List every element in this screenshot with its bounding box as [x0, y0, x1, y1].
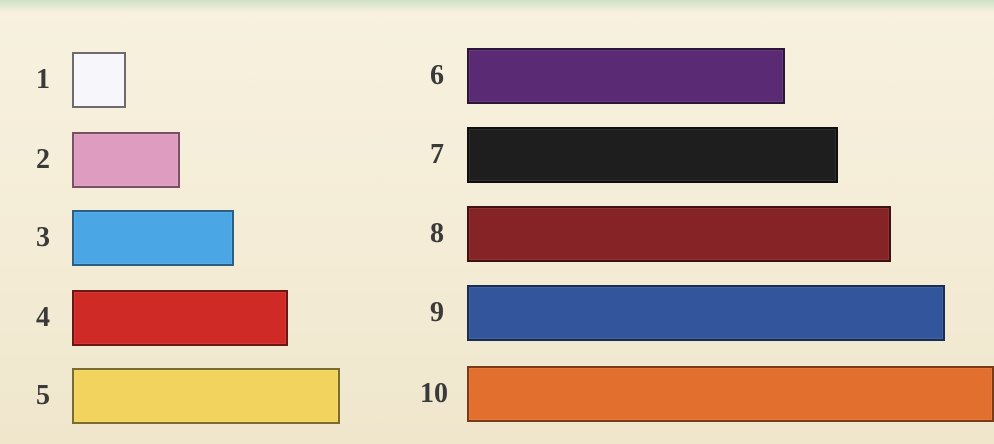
rod-label-6: 6	[430, 60, 444, 91]
rod-row-10: 10	[0, 366, 994, 422]
rod-label-3: 3	[36, 222, 50, 253]
rod-bar-1	[72, 52, 126, 108]
rod-label-1: 1	[36, 64, 50, 95]
rod-bar-4	[72, 290, 288, 346]
rod-bar-2	[72, 132, 180, 188]
rod-label-4: 4	[36, 302, 50, 333]
rod-label-5: 5	[36, 380, 50, 411]
rod-row-4: 4	[0, 290, 994, 346]
top-decorative-band	[0, 0, 994, 12]
rod-bar-5	[72, 368, 340, 424]
rod-label-2: 2	[36, 144, 50, 175]
rod-bar-8	[467, 206, 891, 262]
rod-label-7: 7	[430, 139, 444, 170]
rod-bar-10	[467, 366, 994, 422]
rod-bar-7	[467, 127, 838, 183]
rod-row-6: 6	[0, 48, 994, 104]
rod-label-10: 10	[420, 378, 448, 409]
rod-row-3: 3	[0, 210, 994, 266]
rod-row-7: 7	[0, 127, 994, 183]
rod-bar-6	[467, 48, 785, 104]
rod-row-8: 8	[0, 206, 994, 262]
rod-row-2: 2	[0, 132, 994, 188]
rod-label-8: 8	[430, 218, 444, 249]
rod-row-5: 5	[0, 368, 994, 424]
rod-row-1: 1	[0, 52, 994, 108]
rod-row-9: 9	[0, 285, 994, 341]
rod-label-9: 9	[430, 297, 444, 328]
rod-bar-3	[72, 210, 234, 266]
rod-bar-9	[467, 285, 945, 341]
